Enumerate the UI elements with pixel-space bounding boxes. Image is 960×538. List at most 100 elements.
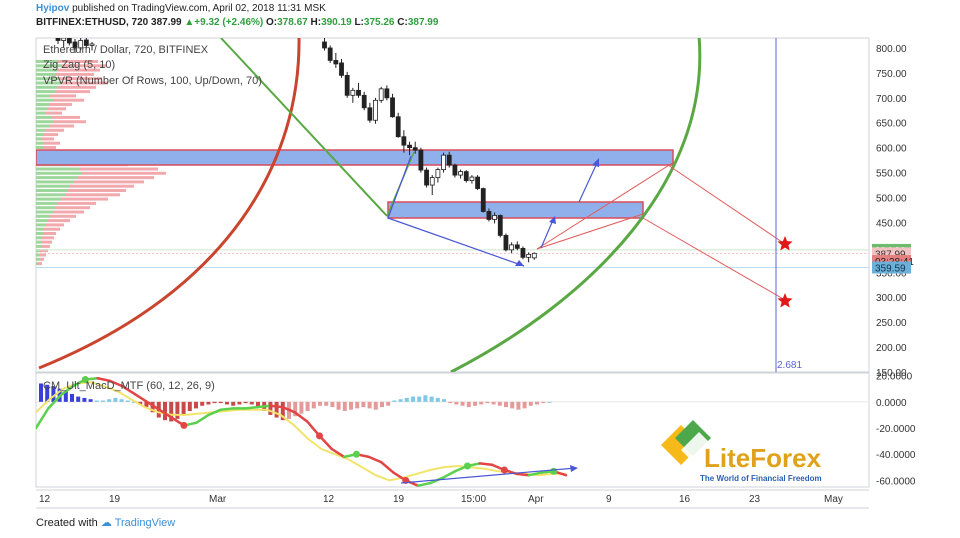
macd-histogram-bar — [187, 401, 192, 411]
macd-histogram-bar — [417, 396, 422, 402]
x-tick-label: 15:00 — [461, 494, 486, 505]
macd-line-segment — [36, 407, 50, 430]
candle-body — [45, 14, 49, 18]
macd-histogram-bar — [63, 391, 68, 402]
fib-arc-green — [450, 38, 702, 372]
volume-profile-bar — [43, 232, 56, 235]
volume-profile-bar — [36, 64, 61, 68]
macd-histogram-bar — [386, 401, 391, 406]
volume-profile-bar — [36, 253, 40, 257]
volume-profile-bar — [54, 120, 86, 124]
y-tick-label: 800.00 — [876, 44, 907, 55]
macd-histogram-bar — [181, 401, 186, 415]
logo-diamond-icon — [681, 432, 709, 460]
macd-histogram-bar — [392, 400, 397, 402]
volume-profile-bar — [36, 124, 49, 128]
candle-body — [339, 62, 344, 76]
volume-profile-bar — [45, 111, 62, 115]
volume-profile-bar — [36, 171, 82, 175]
volume-profile-bar — [36, 227, 44, 231]
candle-body — [50, 17, 54, 23]
candle-body — [475, 176, 480, 189]
x-tick-label: 9 — [606, 494, 612, 505]
volume-profile-bar — [61, 81, 108, 85]
volume-profile-bar — [56, 72, 94, 76]
volume-profile-bar — [36, 223, 46, 227]
macd-histogram-bar — [150, 401, 155, 413]
volume-profile-bar — [36, 210, 53, 214]
macd-histogram-bar — [528, 401, 533, 406]
target-star-icon — [777, 293, 793, 308]
x-tick-label: 23 — [749, 494, 761, 505]
macd-line-segment — [527, 471, 543, 477]
chart-canvas[interactable]: 2.681 800.00 750.00 700.00 650.00 600.00 550.0… — [31, 0, 928, 538]
candle-body — [83, 39, 89, 46]
volume-profile-bar — [36, 146, 43, 149]
volume-profile-bar — [36, 60, 58, 63]
volume-profile-bar — [36, 77, 59, 81]
projection-line — [642, 217, 786, 301]
volume-profile-bar — [79, 167, 158, 171]
chart-frame: Hyipov published on TradingView.com, Apr… — [31, 0, 928, 538]
candle-body — [61, 38, 67, 41]
x-tick-label: 12 — [323, 494, 335, 505]
volume-profile-bar — [61, 197, 108, 201]
macd-line-segment — [379, 460, 395, 474]
volume-profile-bar — [40, 253, 46, 257]
macd-legend[interactable]: CM_Ult_MacD_MTF (60, 12, 26, 9) — [43, 380, 215, 392]
macd-histogram-bar — [125, 400, 130, 402]
macd-histogram-bar — [473, 401, 477, 406]
volume-profile-bar — [41, 244, 50, 248]
vpvr-legend[interactable]: VPVR (Number Of Rows, 100, Up/Down, 70) — [43, 75, 262, 87]
macd-histogram-bar — [132, 401, 136, 403]
volume-profile-bar — [36, 214, 50, 218]
macd-histogram-bar — [218, 401, 223, 404]
macd-histogram-bar — [429, 396, 434, 402]
x-tick-label: 16 — [679, 494, 691, 505]
y-tick-label: 450.00 — [876, 218, 907, 229]
volume-profile-bar — [55, 206, 90, 210]
volume-profile-bar — [36, 236, 42, 240]
macd-histogram-bar — [373, 401, 378, 410]
volume-profile-bar — [58, 68, 100, 72]
volume-profile-bar — [36, 107, 47, 111]
zigzag-legend[interactable]: Zig Zag (5, 10) — [43, 59, 116, 71]
series-legend-title[interactable]: Ethereum / Dollar, 720, BITFINEX — [43, 44, 209, 56]
y-tick-label: 750.00 — [876, 69, 907, 80]
volume-profile-bar — [36, 219, 48, 223]
macd-histogram-bar — [293, 401, 298, 417]
y-tick-label: 700.00 — [876, 94, 907, 105]
tradingview-link[interactable]: TradingView — [114, 517, 176, 529]
macd-histogram-bar — [336, 401, 341, 410]
macd-histogram-bar — [200, 401, 205, 406]
macd-histogram-bar — [380, 401, 384, 408]
volume-profile-bar — [36, 257, 39, 261]
macd-line-segment — [219, 407, 235, 411]
candle-body — [526, 253, 532, 258]
tradingview-cloud-icon: ☁ — [100, 517, 112, 529]
price-tag — [872, 255, 911, 268]
candle-body — [531, 252, 537, 259]
arrow-head — [592, 158, 599, 167]
candle-body — [412, 147, 418, 151]
divergence-arrow — [400, 467, 577, 484]
macd-histogram-bar — [249, 401, 254, 405]
volume-profile-bar — [58, 60, 98, 63]
macd-line-segment — [293, 411, 309, 423]
macd-histogram-bar — [70, 393, 74, 402]
candle-body — [322, 41, 327, 49]
macd-y-tick-label: -40.0000 — [876, 450, 916, 461]
macd-histogram-bar — [367, 401, 372, 409]
macd-line-segment — [441, 470, 457, 480]
arrow-head — [549, 216, 556, 224]
macd-histogram-bar — [212, 401, 217, 404]
author-link[interactable]: Hyipov — [36, 3, 70, 14]
macd-histogram-bar — [485, 401, 490, 404]
volume-profile-bar — [50, 94, 76, 98]
up-arrow-icon: ▲ — [184, 17, 195, 28]
macd-line-segment — [281, 405, 297, 414]
volume-profile-bar — [36, 206, 55, 210]
y-tick-label: 300.00 — [876, 293, 907, 304]
macd-line-segment — [158, 408, 173, 419]
candle-body — [480, 188, 486, 212]
